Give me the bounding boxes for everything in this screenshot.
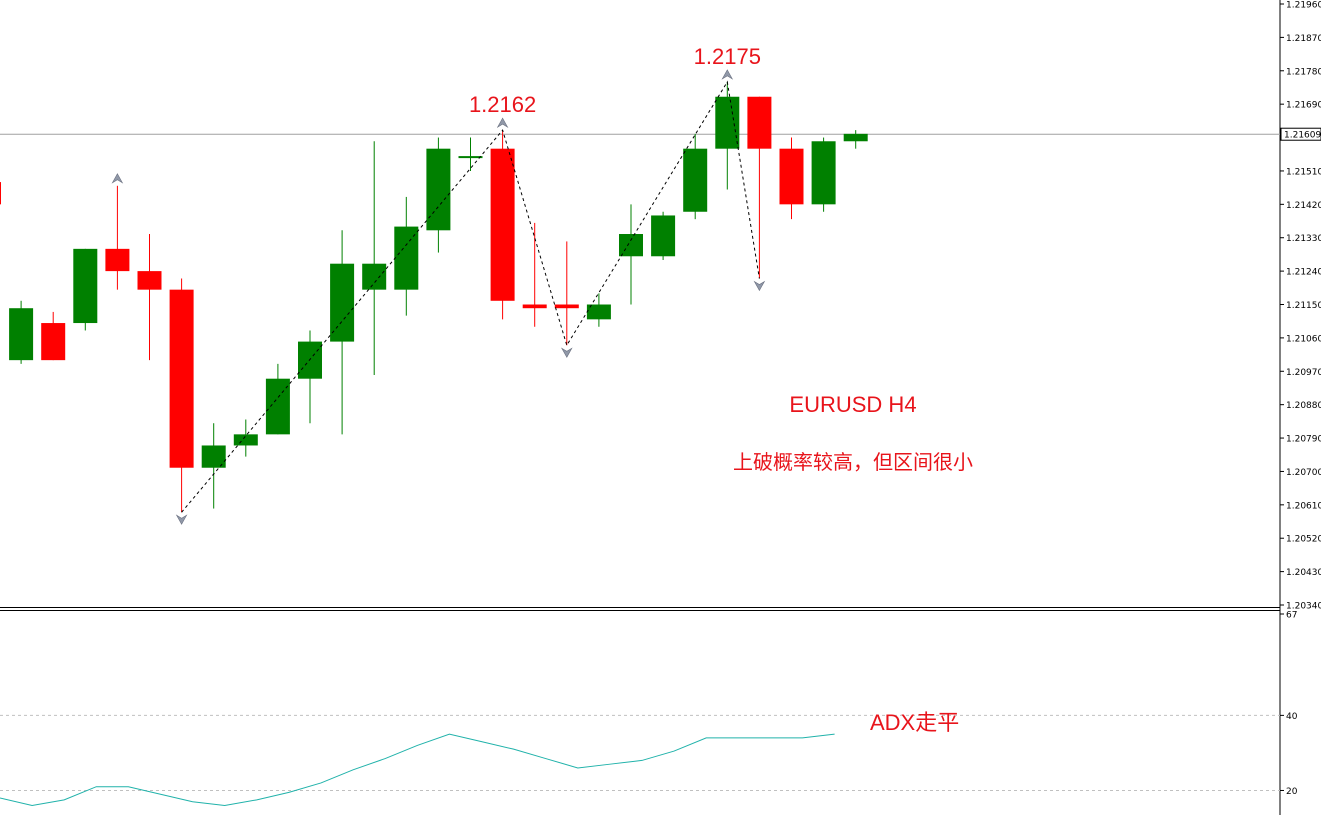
fractal-down-arrow [175,514,188,525]
candle [394,196,419,316]
adx-tick-label: 67 [1286,611,1297,621]
zigzag-lines [181,80,760,513]
candle-body [137,271,162,290]
price-tick-label: 1.20700 [1286,468,1321,478]
candle-body [233,434,258,446]
candle [169,278,194,513]
candle-body [715,96,740,149]
candle [522,222,547,327]
chart-title: EURUSD H4 [789,392,916,417]
price-tick-label: 1.21150 [1286,301,1321,311]
price-tick-label: 1.20790 [1286,435,1321,445]
adx-line [0,733,835,807]
annotations: EURUSD H4 上破概率较高，但区间很小 ADX走平 1.2162 1.217… [469,44,973,735]
fractal-down-arrow [560,347,573,358]
price-annotation: 1.2162 [469,92,536,117]
current-price-label: 1.21609 [1284,131,1321,141]
chart-background [0,0,1281,815]
candle [811,137,836,212]
candle-body [586,304,611,320]
candle [137,234,162,361]
fractal-down-arrow [753,280,766,292]
candle-body [554,304,579,309]
candle [9,300,34,364]
chart-subtitle: 上破概率较高，但区间很小 [733,450,973,474]
candle [779,137,804,220]
price-tick-label: 1.20430 [1286,568,1321,578]
candle [73,248,98,331]
current-price-box [1280,127,1321,141]
price-tick-label: 1.21960 [1286,1,1321,11]
candle-body [458,156,483,159]
price-tick-label: 1.21330 [1286,234,1321,244]
price-tick-label: 1.21690 [1286,101,1321,111]
price-tick-label: 1.20610 [1286,501,1321,511]
price-tick-label: 1.21780 [1286,67,1321,77]
candle [298,330,322,424]
price-tick-label: 1.21870 [1286,34,1321,44]
candle [201,423,226,509]
candle-body [394,226,419,290]
candle-body [41,323,66,361]
candlestick-series [0,81,868,513]
candle-body [330,263,355,342]
candle [843,130,868,149]
adx-tick-label: 20 [1286,787,1298,797]
candle-body [651,215,676,257]
candle [426,137,451,253]
candle-body [426,148,451,231]
candle [265,363,290,435]
price-annotation: 1.2175 [694,44,761,69]
candle [490,130,515,320]
fractal-up-arrow [496,117,509,128]
candle-body [811,141,836,205]
candle-body [9,308,34,361]
fractal-up-arrow [721,69,734,80]
candle [105,185,130,290]
zigzag-line [181,80,760,513]
candle [715,81,740,190]
price-tick-label: 1.21420 [1286,201,1321,211]
candle [362,141,387,375]
adx-tick-label: 40 [1286,712,1298,722]
adx-indicator: 67 40 20 [0,611,1298,807]
fractal-up-arrow [111,173,124,184]
fractal-markers [111,69,766,525]
candle [233,419,258,457]
price-axis: 1.21960 1.21870 1.21780 1.21690 1.21510 1.214… [1280,1,1321,612]
candle-body [522,304,547,309]
candle-body [169,289,194,468]
price-tick-label: 1.20520 [1286,535,1321,545]
candle-body [619,234,643,257]
candle [586,293,611,327]
candle-body [73,248,98,324]
candle-body [779,148,804,205]
price-tick-label: 1.20880 [1286,401,1321,411]
candle-body [683,148,708,212]
price-tick-label: 1.21240 [1286,268,1321,278]
candle [683,133,708,220]
candle-body [201,445,226,468]
candle [554,241,579,346]
price-tick-label: 1.20340 [1286,602,1321,612]
candle-body [0,182,1,205]
price-tick-label: 1.21060 [1286,334,1321,344]
candle [0,182,1,205]
candle-body [747,96,772,149]
candle-body [105,248,130,272]
candle-body [362,263,387,290]
candle [41,311,66,361]
price-tick-label: 1.21510 [1286,167,1321,177]
price-tick-label: 1.20970 [1286,368,1321,378]
candle-body [843,133,868,142]
candle [330,230,355,435]
candle [747,96,772,279]
candle [651,211,676,260]
adx-annotation: ADX走平 [870,710,959,735]
candle [458,137,483,171]
candle-body [490,148,515,301]
